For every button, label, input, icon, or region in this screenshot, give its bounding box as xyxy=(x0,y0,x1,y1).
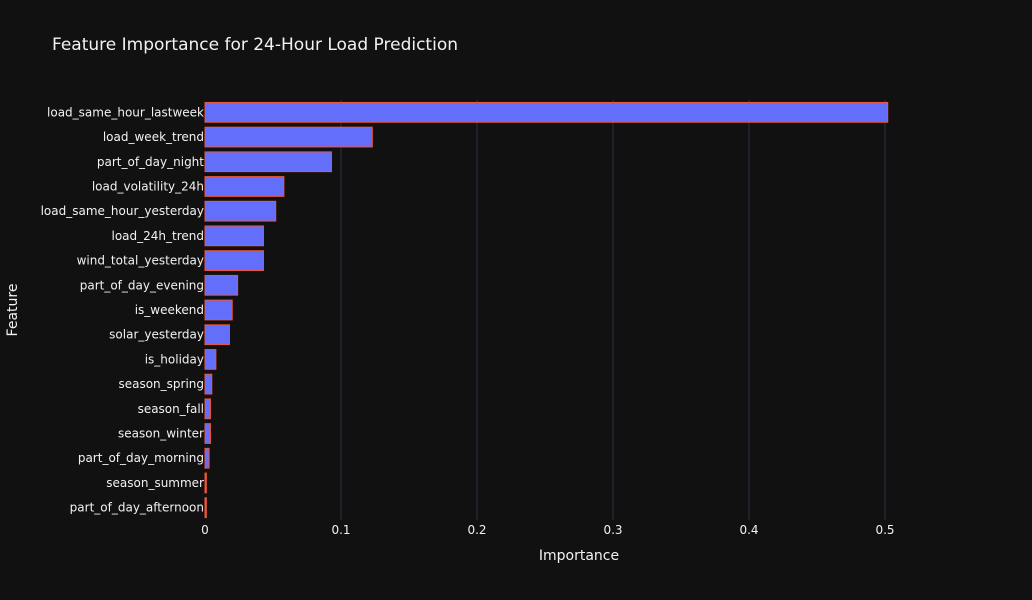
bar-season-spring[interactable] xyxy=(204,373,213,395)
x-tick-label: 0.3 xyxy=(603,523,622,537)
y-tick-label: part_of_day_morning xyxy=(78,451,204,465)
x-tick-label: 0 xyxy=(201,523,209,537)
y-tick-labels: load_same_hour_lastweek load_week_trendpa… xyxy=(41,105,205,514)
bar-load-volatility-24h[interactable] xyxy=(204,176,285,197)
x-tick-labels: 0 0.1 0.2 0.3 0.4 0.5 xyxy=(201,523,894,537)
bar-wind-total-yesterday[interactable] xyxy=(204,250,264,271)
bar-part-of-day-night[interactable] xyxy=(204,151,332,173)
y-tick-label: is_holiday xyxy=(145,352,204,366)
y-axis-title: Feature xyxy=(5,284,21,337)
grid-lines xyxy=(340,100,886,520)
bar-is-holiday[interactable] xyxy=(204,349,217,370)
bar-solar-yesterday[interactable] xyxy=(204,324,230,346)
bar-part-of-day-morning[interactable] xyxy=(204,447,210,469)
y-tick-label: solar_yesterday xyxy=(109,328,204,342)
y-tick-label: load_week_trend xyxy=(103,130,204,144)
y-tick-label: season_summer xyxy=(106,476,204,490)
x-tick-label: 0.1 xyxy=(331,523,350,537)
bar-load-24h-trend[interactable] xyxy=(204,225,264,247)
y-tick-label: part_of_day_afternoon xyxy=(70,501,204,515)
bars xyxy=(204,101,889,519)
x-axis-title: Importance xyxy=(539,548,619,564)
y-tick-label: season_fall xyxy=(138,402,204,416)
bar-part-of-day-evening[interactable] xyxy=(204,274,239,296)
y-tick-label: load_24h_trend xyxy=(111,229,204,243)
y-tick-label: part_of_day_night xyxy=(97,155,204,169)
y-tick-label: wind_total_yesterday xyxy=(77,254,204,268)
bar-season-summer[interactable] xyxy=(204,472,207,494)
y-tick-label: load_same_hour_lastweek xyxy=(47,105,204,119)
bar-season-fall[interactable] xyxy=(204,398,211,420)
bar-load-week-trend[interactable] xyxy=(204,126,373,148)
bar-season-winter[interactable] xyxy=(204,423,211,444)
y-tick-label: load_same_hour_yesterday xyxy=(41,204,204,218)
bar-part-of-day-afternoon[interactable] xyxy=(204,497,207,519)
x-tick-label: 0.2 xyxy=(467,523,486,537)
y-tick-label: is_weekend xyxy=(135,303,204,317)
bar-is-weekend[interactable] xyxy=(204,299,233,321)
chart-title: Feature Importance for 24-Hour Load Pred… xyxy=(52,35,458,55)
y-tick-label: season_winter xyxy=(118,427,204,441)
bar-load-same-hour-lastweek[interactable] xyxy=(204,101,889,123)
y-tick-label: load_volatility_24h xyxy=(92,179,204,193)
x-tick-label: 0.4 xyxy=(739,523,758,537)
bar-load-same-hour-yesterday[interactable] xyxy=(204,200,277,222)
y-tick-label: season_spring xyxy=(118,377,204,391)
x-tick-label: 0.5 xyxy=(875,523,894,537)
y-tick-label: part_of_day_evening xyxy=(80,278,204,292)
